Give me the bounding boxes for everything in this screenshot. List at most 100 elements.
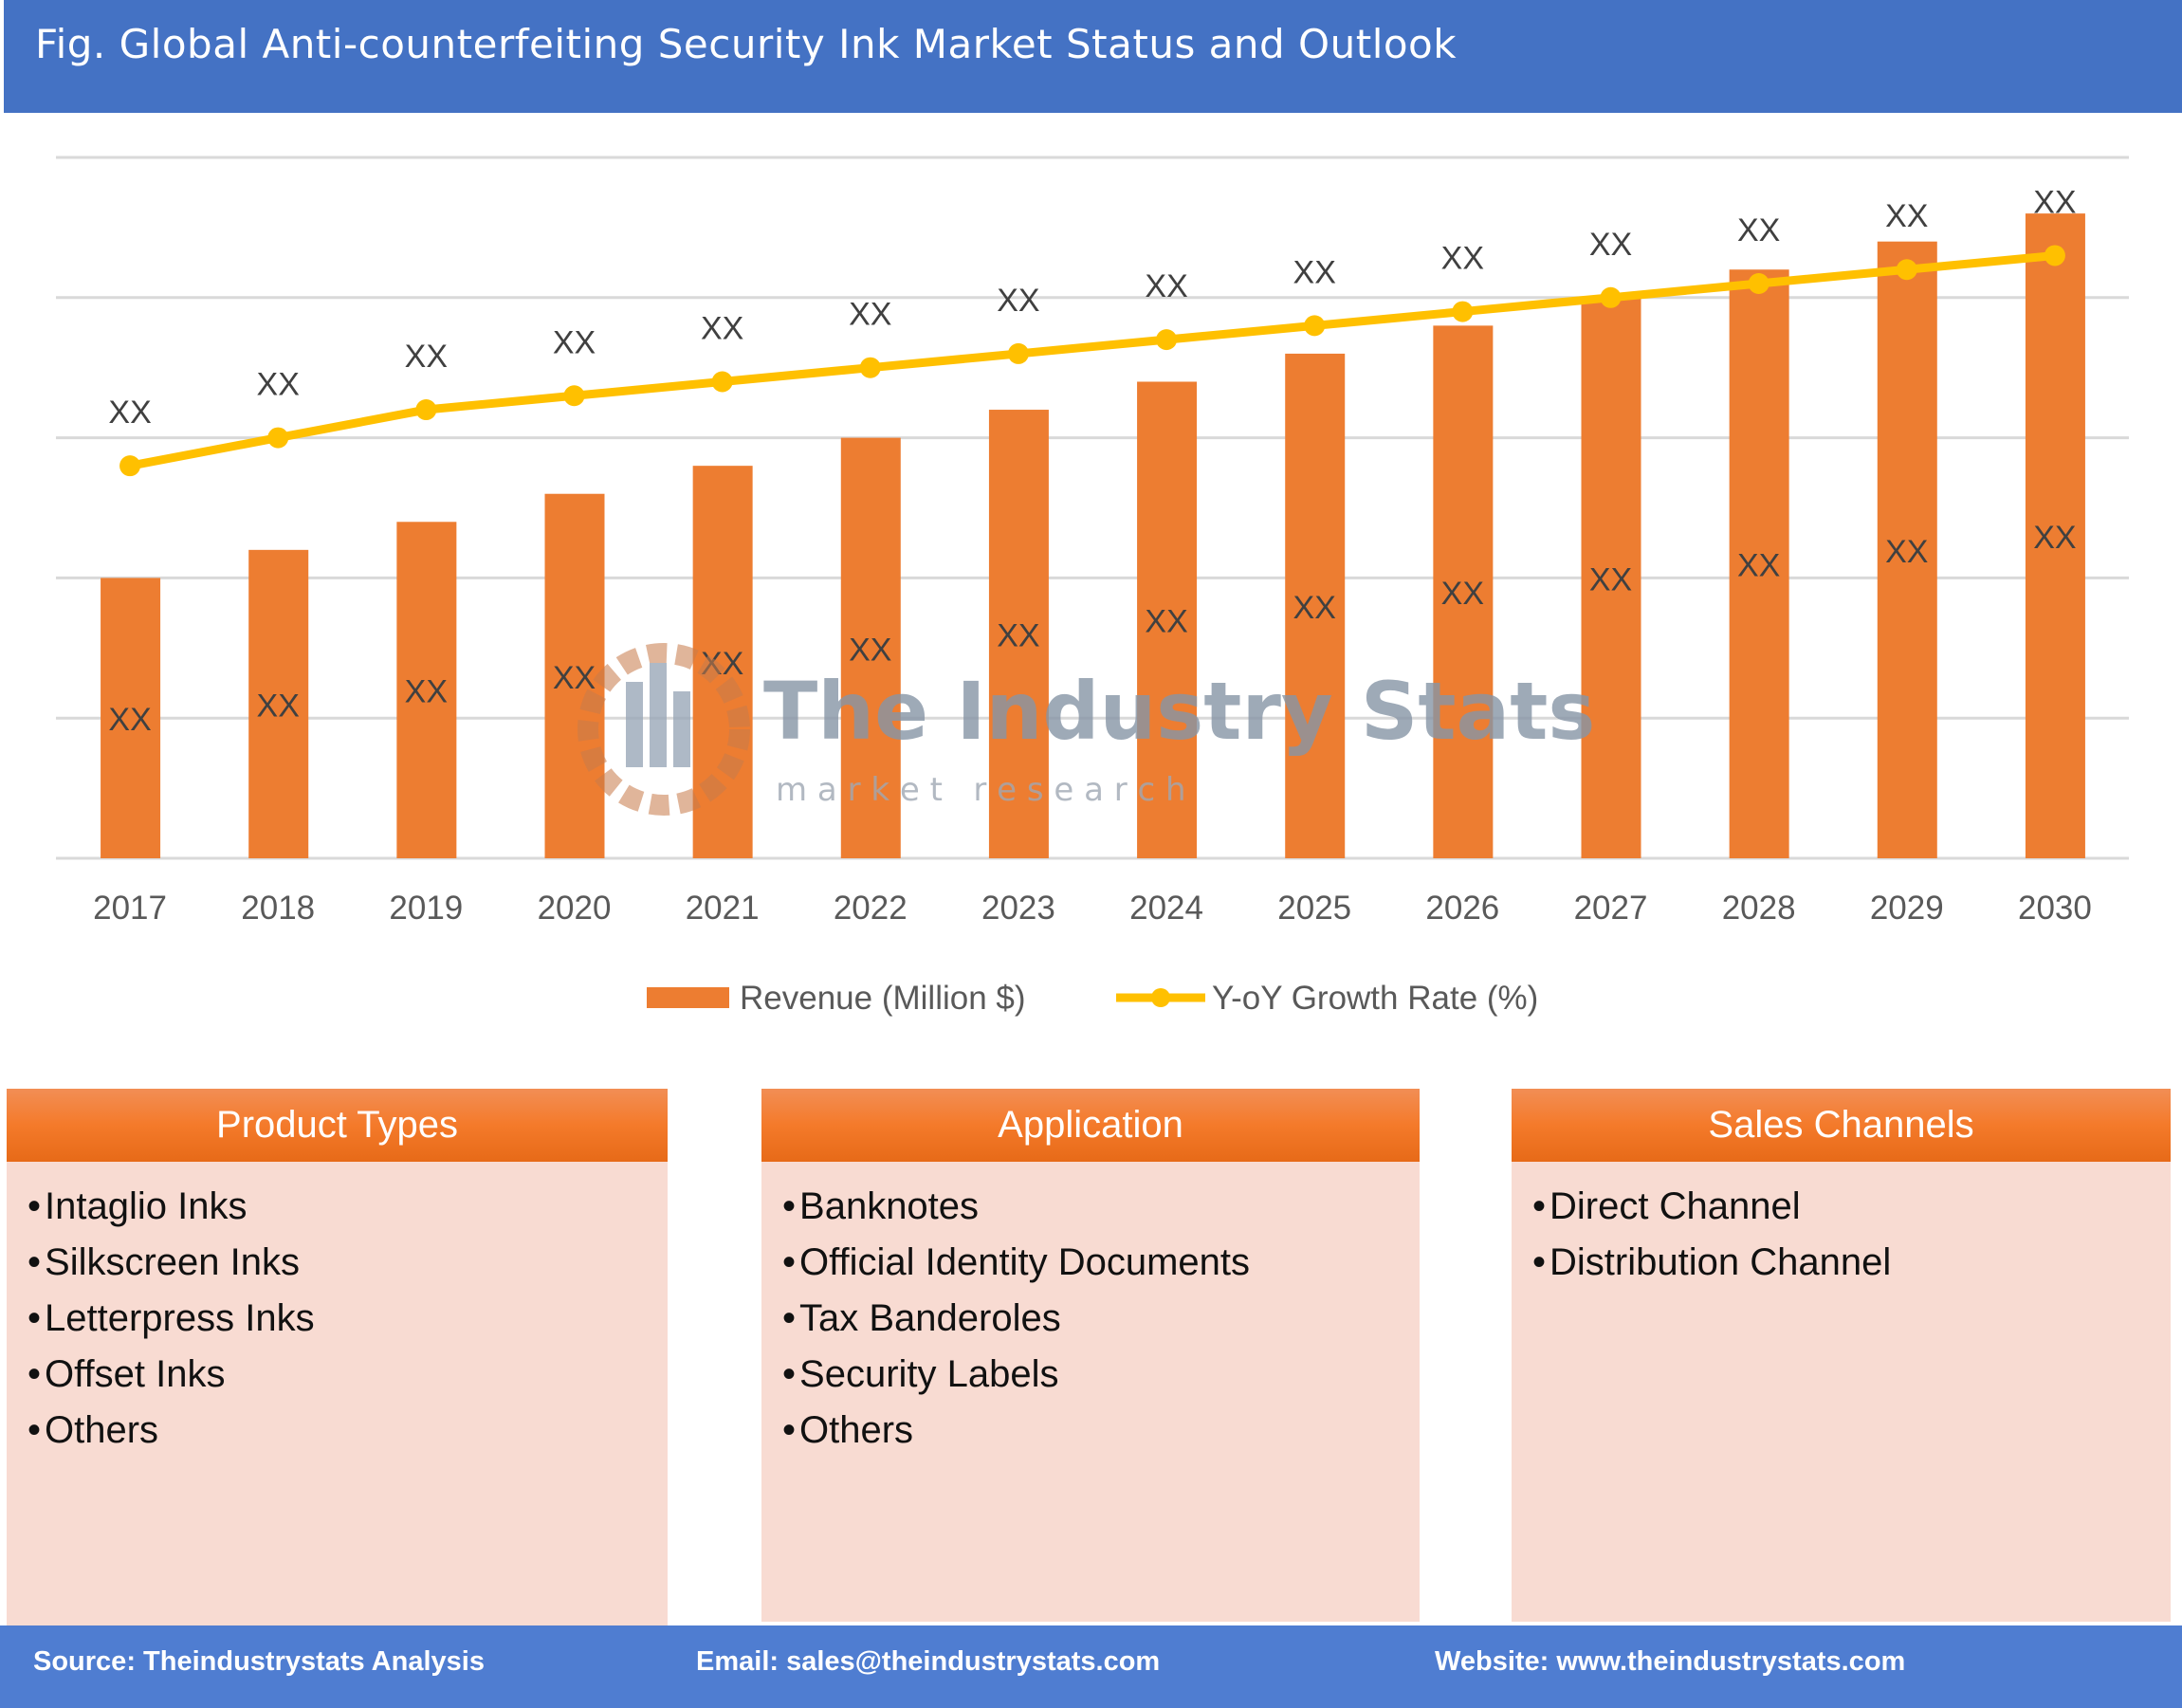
growth-point-2017 [119,455,141,477]
legend-marker-growth [1151,988,1170,1007]
x-tick-label: 2030 [2018,890,2092,927]
line-data-label: XX [701,310,743,346]
panel-title: Product Types [7,1089,668,1162]
bar-data-label: XX [1293,590,1336,626]
growth-line [129,250,2056,470]
line-data-label: XX [1441,241,1484,277]
x-tick-label: 2027 [1574,890,1648,927]
growth-point-2029 [1896,259,1917,281]
list-item: Distribution Channel [1532,1235,2171,1291]
x-tick-label: 2028 [1722,890,1796,927]
x-tick-label: 2018 [241,890,315,927]
list-item: Silkscreen Inks [28,1235,668,1291]
list-item: Direct Channel [1532,1179,2171,1235]
list-item: Letterpress Inks [28,1291,668,1347]
bar-2019 [396,522,457,858]
bar-data-label: XX [1145,604,1187,640]
footer-email[interactable]: Email: sales@theindustrystats.com [696,1646,1161,1677]
bar-data-label: XX [108,702,151,738]
bar-data-label: XX [1441,576,1484,612]
legend-label-growth: Y-oY Growth Rate (%) [1212,980,1538,1017]
x-tick-label: 2025 [1277,890,1351,927]
bar-2017 [101,578,161,858]
bar-data-label: XX [1885,534,1928,570]
bar-2029 [1877,241,1937,858]
bar-data-label: XX [997,618,1039,654]
list-item: Official Identity Documents [782,1235,1420,1291]
panel-application: Application Banknotes Official Identity … [761,1089,1420,1622]
footer-bar: Source: Theindustrystats Analysis Email:… [0,1625,2182,1708]
line-data-label: XX [997,283,1039,319]
list-item: Offset Inks [28,1347,668,1403]
growth-point-2025 [1304,315,1326,337]
watermark-tagline: m a r k e t r e s e a r c h [776,771,1186,809]
list-item: Banknotes [782,1179,1420,1235]
bar-2028 [1729,269,1789,858]
line-data-label: XX [1589,227,1632,263]
bar-2026 [1433,325,1494,858]
panel-title: Sales Channels [1512,1089,2171,1162]
bar-data-label: XX [849,632,891,668]
list-item: Security Labels [782,1347,1420,1403]
line-data-label: XX [553,324,596,360]
growth-point-2023 [1007,342,1029,364]
bar-2021 [692,466,753,858]
list-item: Others [28,1403,668,1459]
footer-source: Source: Theindustrystats Analysis [33,1646,485,1677]
bar-2018 [248,549,309,858]
growth-point-2021 [711,371,733,393]
growth-point-2020 [563,385,585,407]
x-tick-label: 2023 [981,890,1055,927]
watermark-logo: The Industry Stats m a r k e t r e s e a… [578,643,1595,816]
bar-data-label: XX [1589,561,1632,597]
growth-point-2022 [859,357,881,378]
line-data-label: XX [1737,212,1780,248]
watermark-name: The Industry Stats [763,665,1595,758]
line-data-label: XX [405,339,448,375]
growth-point-2018 [267,427,289,449]
bar-2027 [1581,297,1641,858]
growth-point-2030 [2044,245,2065,266]
x-tick-label: 2022 [834,890,908,927]
line-data-label: XX [849,297,891,333]
list-item: Intaglio Inks [28,1179,668,1235]
bar-data-label: XX [257,688,300,724]
line-data-label: XX [1293,254,1336,290]
x-tick-label: 2017 [93,890,167,927]
growth-point-2026 [1452,301,1474,322]
line-data-label: XX [2033,184,2076,220]
list-item: Others [782,1403,1420,1459]
panel-title: Application [761,1089,1420,1162]
bar-2022 [840,437,901,858]
legend-swatch-revenue [647,987,729,1008]
x-tick-label: 2021 [686,890,760,927]
x-tick-label: 2026 [1425,890,1499,927]
title-banner: Fig. Global Anti-counterfeiting Security… [4,0,2182,113]
line-data-label: XX [257,367,300,403]
x-tick-label: 2029 [1870,890,1944,927]
line-data-label: XX [1145,268,1187,304]
legend-label-revenue: Revenue (Million $) [740,980,1026,1017]
line-data-label: XX [108,395,151,431]
line-data-label: XX [1885,198,1928,234]
x-tick-label: 2020 [538,890,612,927]
growth-point-2027 [1600,286,1622,308]
growth-point-2019 [415,399,437,421]
growth-point-2028 [1748,273,1769,295]
x-tick-label: 2019 [389,890,463,927]
panel-sales-channels: Sales Channels Direct Channel Distributi… [1512,1089,2171,1622]
x-tick-label: 2024 [1129,890,1203,927]
list-item: Tax Banderoles [782,1291,1420,1347]
growth-point-2024 [1156,329,1178,351]
bar-data-label: XX [2033,520,2076,556]
bar-2030 [2025,213,2085,858]
figure-title: Fig. Global Anti-counterfeiting Security… [35,21,1458,67]
bar-2024 [1137,381,1198,858]
bar-data-label: XX [1737,548,1780,584]
revenue-growth-chart: XX XX XX XX XX XX XX XX XX XX XX XX XX XX XX XX XX XX XX XX… [56,156,2129,1017]
bar-data-label: XX [405,674,448,710]
footer-website[interactable]: Website: www.theindustrystats.com [1435,1646,1906,1677]
bar-2020 [544,493,605,858]
panel-product-types: Product Types Intaglio Inks Silkscreen I… [7,1089,668,1625]
bar-2023 [988,410,1049,858]
